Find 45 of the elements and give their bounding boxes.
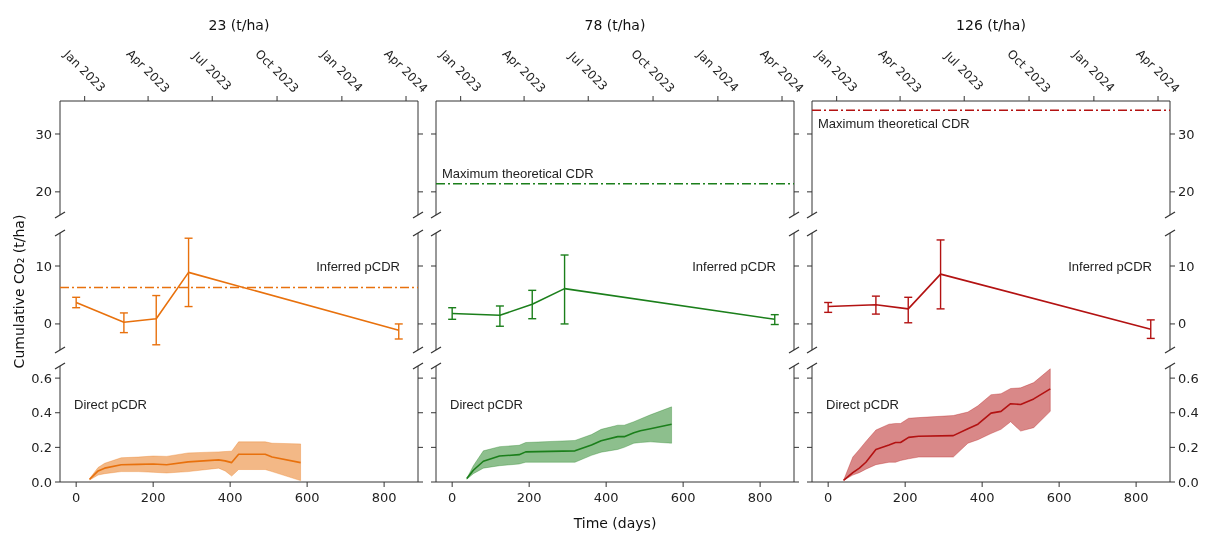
x-tick-label: 0 — [448, 490, 457, 505]
x-axis-title: Time (days) — [572, 515, 657, 531]
text: 0.4 — [1178, 405, 1199, 421]
y-tick-label: 20 — [35, 184, 52, 200]
x-tick-label: 200 — [516, 490, 542, 505]
y2-tick-label: 0 — [1178, 316, 1187, 332]
x-tick-label: 800 — [371, 490, 397, 505]
text: 0.2 — [1178, 439, 1199, 455]
y-axis-title: Cumulative CO₂ (t/ha) — [11, 214, 27, 369]
y-tick-label: 0.2 — [31, 439, 52, 455]
text: 0.0 — [1178, 474, 1199, 490]
y-tick-label: 10 — [35, 258, 52, 274]
x-tick-label: 0 — [72, 490, 81, 505]
annotation: Inferred pCDR — [316, 259, 400, 274]
x-tick-label: 800 — [747, 490, 773, 505]
x-tick-label: 0 — [824, 490, 833, 505]
text: 0.6 — [1178, 370, 1199, 386]
x-tick-label: 600 — [1046, 490, 1072, 505]
chart-title: 78 (t/ha) — [584, 17, 646, 33]
y2-tick-label: 20 — [1178, 184, 1195, 200]
x-tick-label: 800 — [1123, 490, 1149, 505]
y-tick-label: 0.0 — [31, 474, 52, 490]
annotation: Direct pCDR — [450, 397, 523, 412]
annotation: Inferred pCDR — [692, 259, 776, 274]
y2-tick-label: 10 — [1178, 258, 1195, 274]
y2-tick-label: 30 — [1178, 126, 1195, 142]
annotation: Direct pCDR — [826, 397, 899, 412]
x-tick-label: 600 — [294, 490, 320, 505]
y-tick-label: 0.4 — [31, 405, 52, 421]
x-tick-label: 600 — [670, 490, 696, 505]
x-tick-label: 400 — [969, 490, 995, 505]
y-tick-label: 0.6 — [31, 370, 52, 386]
y-tick-label: 0 — [43, 316, 52, 332]
x-tick-label: 400 — [593, 490, 619, 505]
chart-title: 23 (t/ha) — [208, 17, 270, 33]
x-tick-label: 400 — [217, 490, 243, 505]
y-tick-label: 30 — [35, 126, 52, 142]
line-series — [88, 453, 302, 481]
ref-line-label: Maximum theoretical CDR — [818, 116, 970, 132]
chart-title: 126 (t/ha) — [956, 17, 1026, 33]
x-tick-label: 200 — [892, 490, 918, 505]
annotation: Inferred pCDR — [1068, 259, 1152, 274]
annotation: Direct pCDR — [74, 397, 147, 412]
ref-line-label: Maximum theoretical CDR — [442, 165, 594, 181]
x-tick-label: 200 — [140, 490, 166, 505]
